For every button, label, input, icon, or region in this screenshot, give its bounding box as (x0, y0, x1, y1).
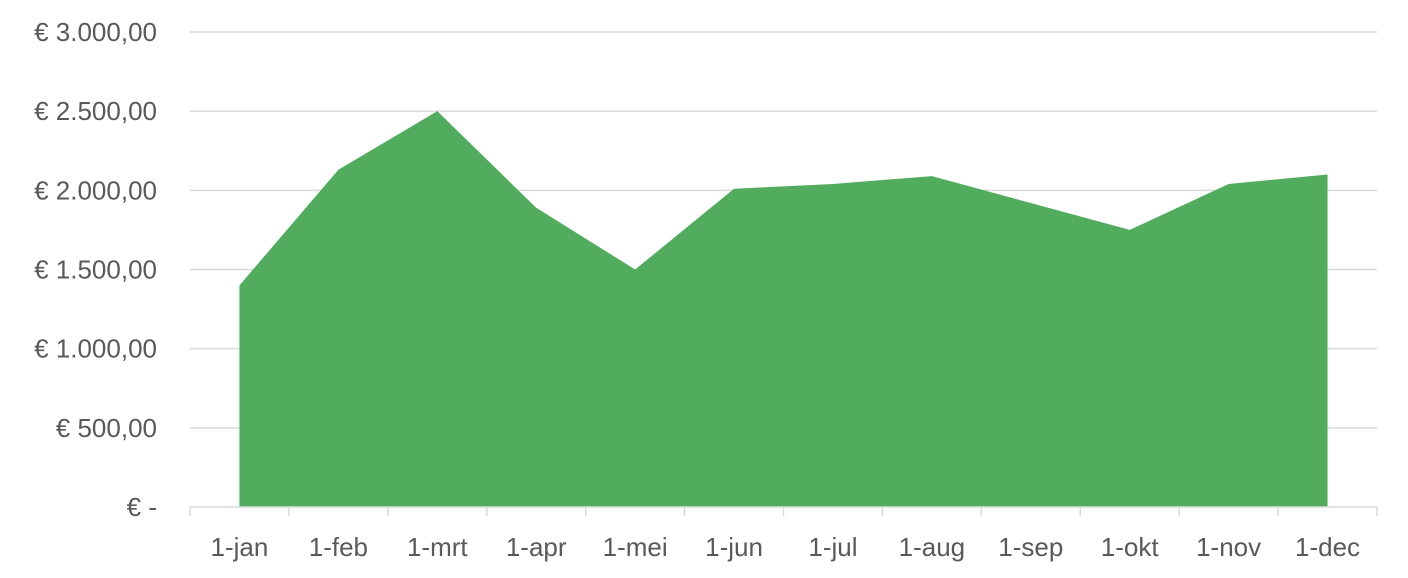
x-tick-label: 1-aug (899, 532, 966, 562)
x-tick-label: 1-dec (1295, 532, 1360, 562)
x-tick-label: 1-mrt (407, 532, 468, 562)
y-tick-label: € - (127, 492, 157, 522)
x-tick-label: 1-mei (603, 532, 668, 562)
y-tick-label: € 1.500,00 (34, 255, 157, 285)
x-tick-label: 1-jul (808, 532, 857, 562)
y-tick-label: € 2.500,00 (34, 96, 157, 126)
x-tick-label: 1-sep (998, 532, 1063, 562)
x-tick-label: 1-okt (1101, 532, 1160, 562)
x-tick-label: 1-jan (211, 532, 269, 562)
area-series (239, 111, 1328, 508)
x-tick-label: 1-jun (705, 532, 763, 562)
area-series-fill (239, 111, 1328, 508)
y-axis-labels: € - € 500,00 € 1.000,00 € 1.500,00 € 2.000,0… (34, 17, 157, 522)
y-tick-label: € 3.000,00 (34, 17, 157, 47)
x-axis (189, 506, 1378, 516)
x-tick-label: 1-feb (309, 532, 368, 562)
y-tick-label: € 2.000,00 (34, 175, 157, 205)
y-tick-label: € 1.000,00 (34, 334, 157, 364)
x-tick-label: 1-nov (1196, 532, 1261, 562)
y-tick-label: € 500,00 (56, 413, 157, 443)
x-axis-labels: 1-jan 1-feb 1-mrt 1-apr 1-mei 1-jun 1-jul 1-aug… (211, 532, 1361, 562)
x-tick-label: 1-apr (506, 532, 567, 562)
